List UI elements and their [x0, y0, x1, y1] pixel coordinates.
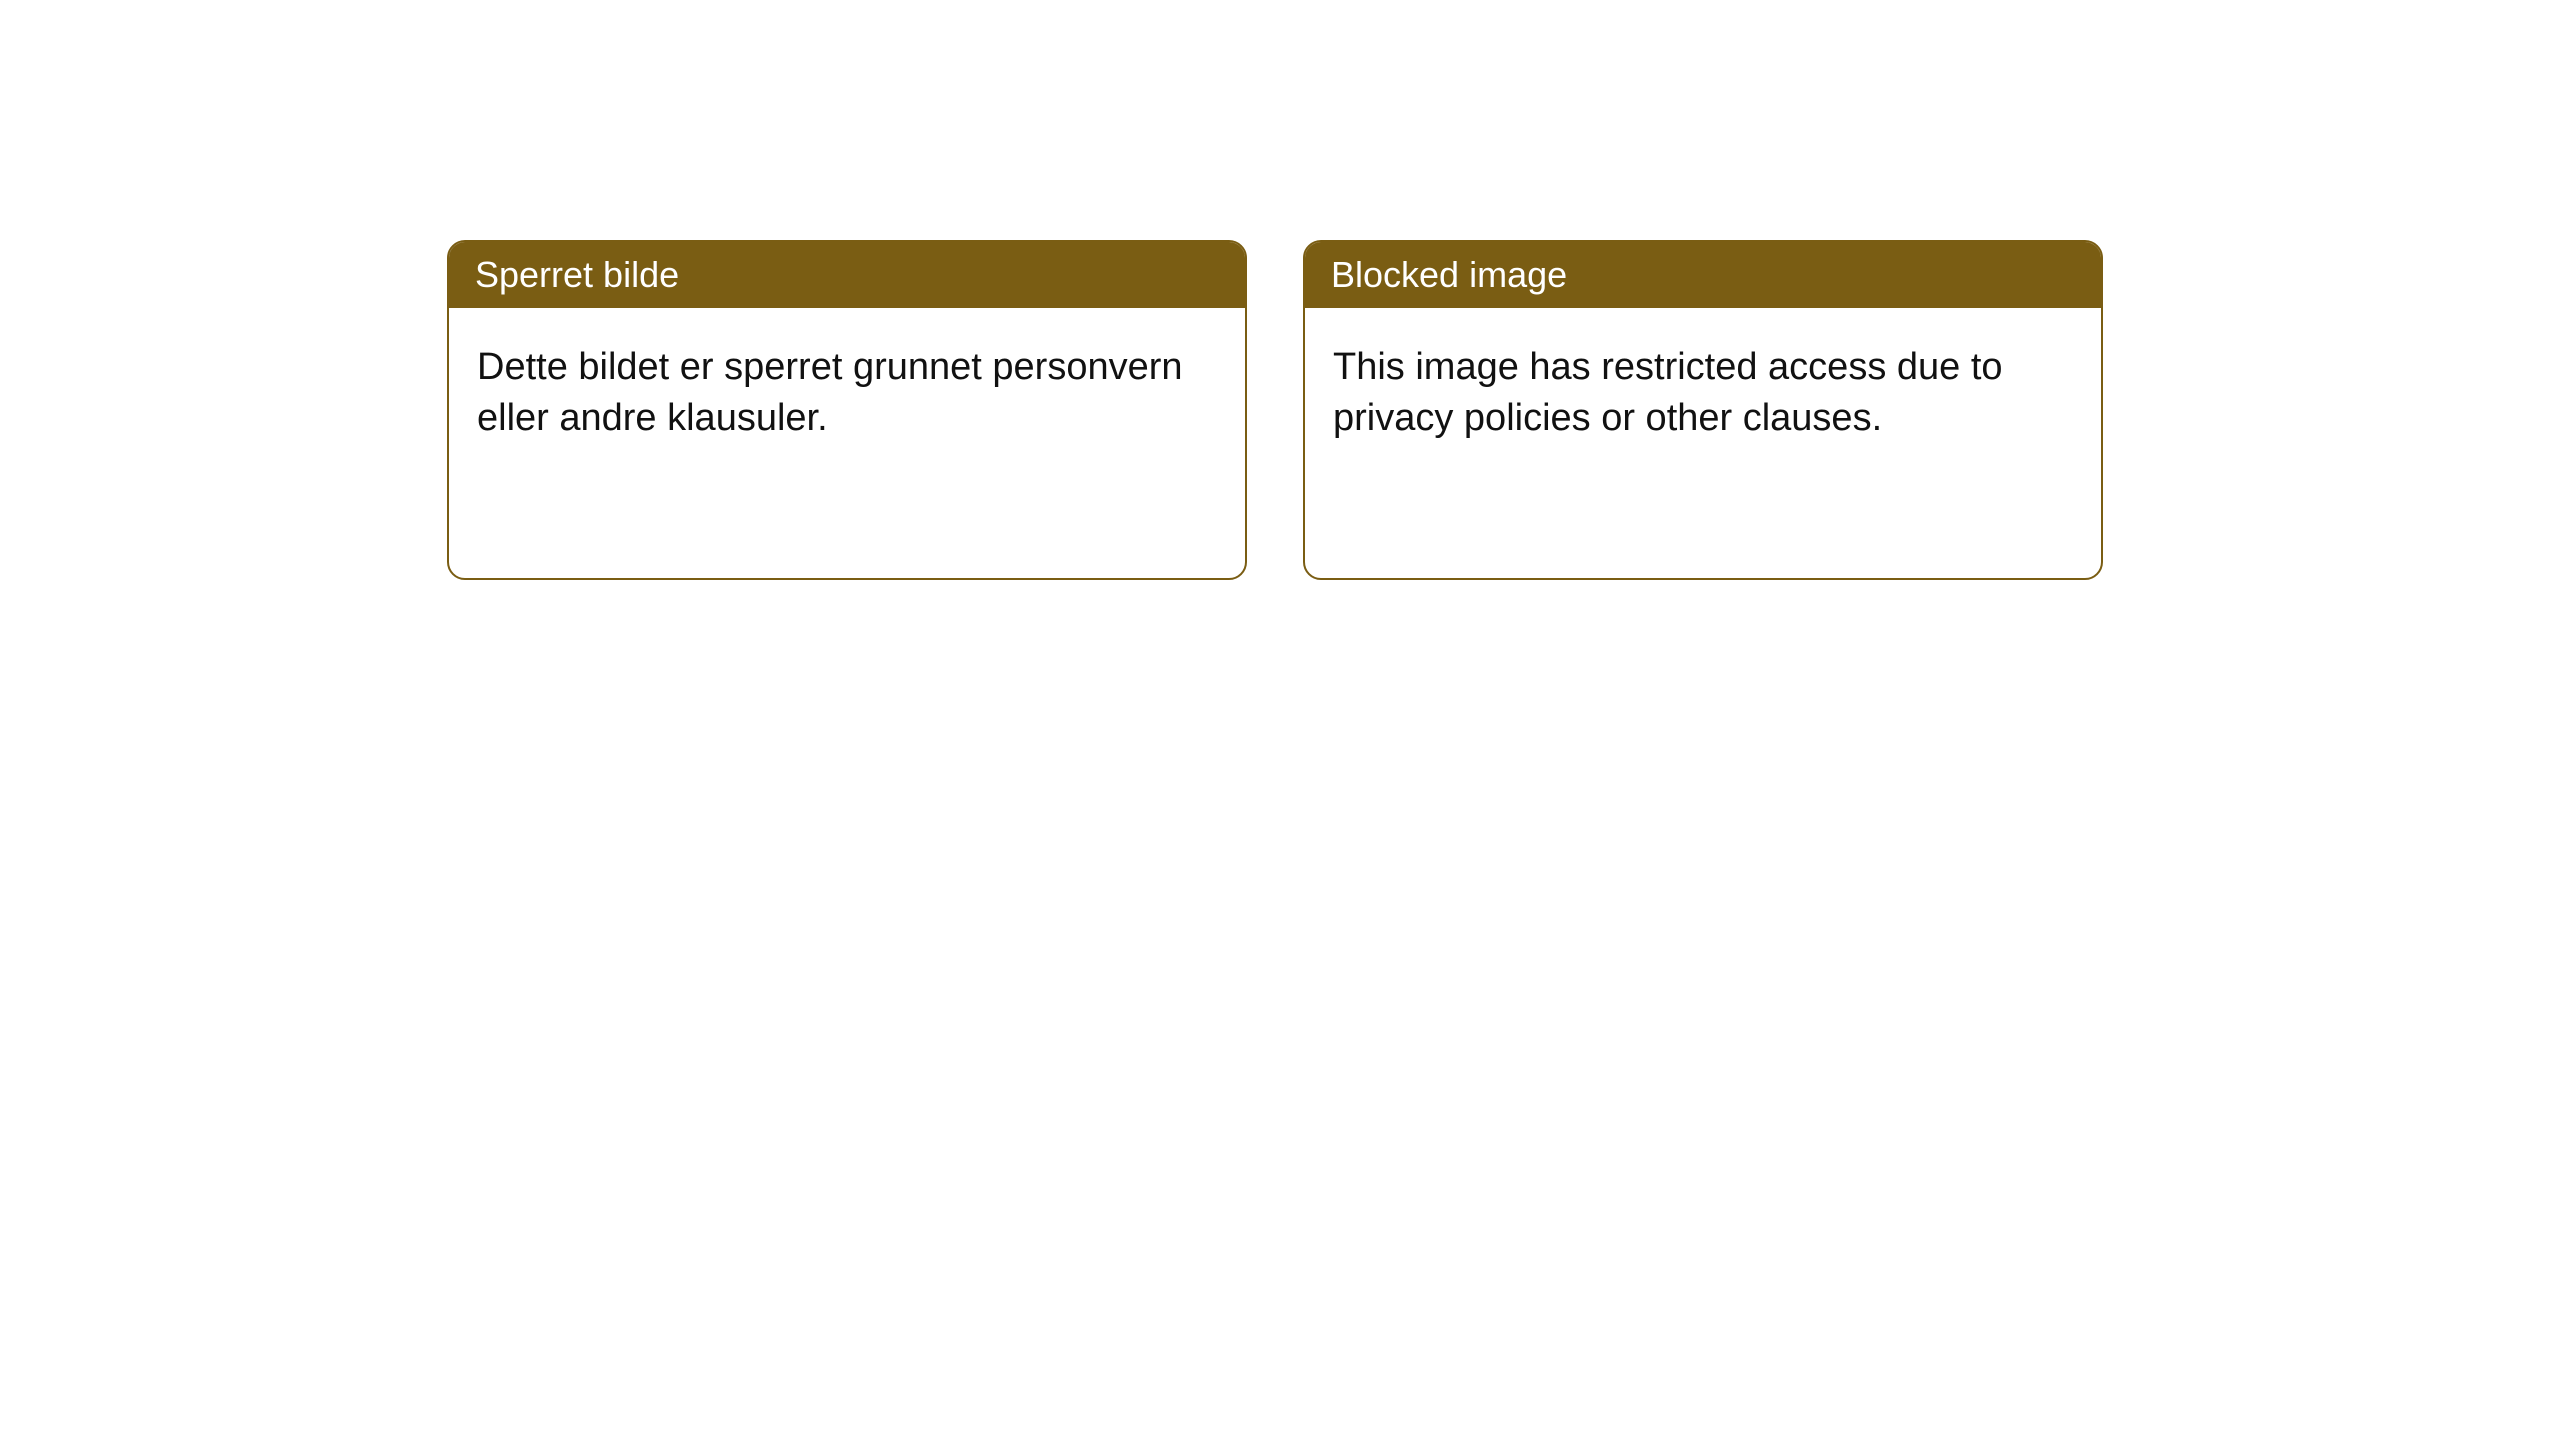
notice-body: This image has restricted access due to … — [1305, 308, 2101, 578]
notice-card-english: Blocked image This image has restricted … — [1303, 240, 2103, 580]
notice-header: Sperret bilde — [449, 242, 1245, 308]
notice-card-norwegian: Sperret bilde Dette bildet er sperret gr… — [447, 240, 1247, 580]
notice-title: Sperret bilde — [475, 254, 679, 295]
notice-body-text: This image has restricted access due to … — [1333, 346, 2003, 439]
notice-header: Blocked image — [1305, 242, 2101, 308]
notice-title: Blocked image — [1331, 254, 1567, 295]
notice-body-text: Dette bildet er sperret grunnet personve… — [477, 346, 1183, 439]
notice-body: Dette bildet er sperret grunnet personve… — [449, 308, 1245, 578]
notice-container: Sperret bilde Dette bildet er sperret gr… — [447, 240, 2103, 580]
